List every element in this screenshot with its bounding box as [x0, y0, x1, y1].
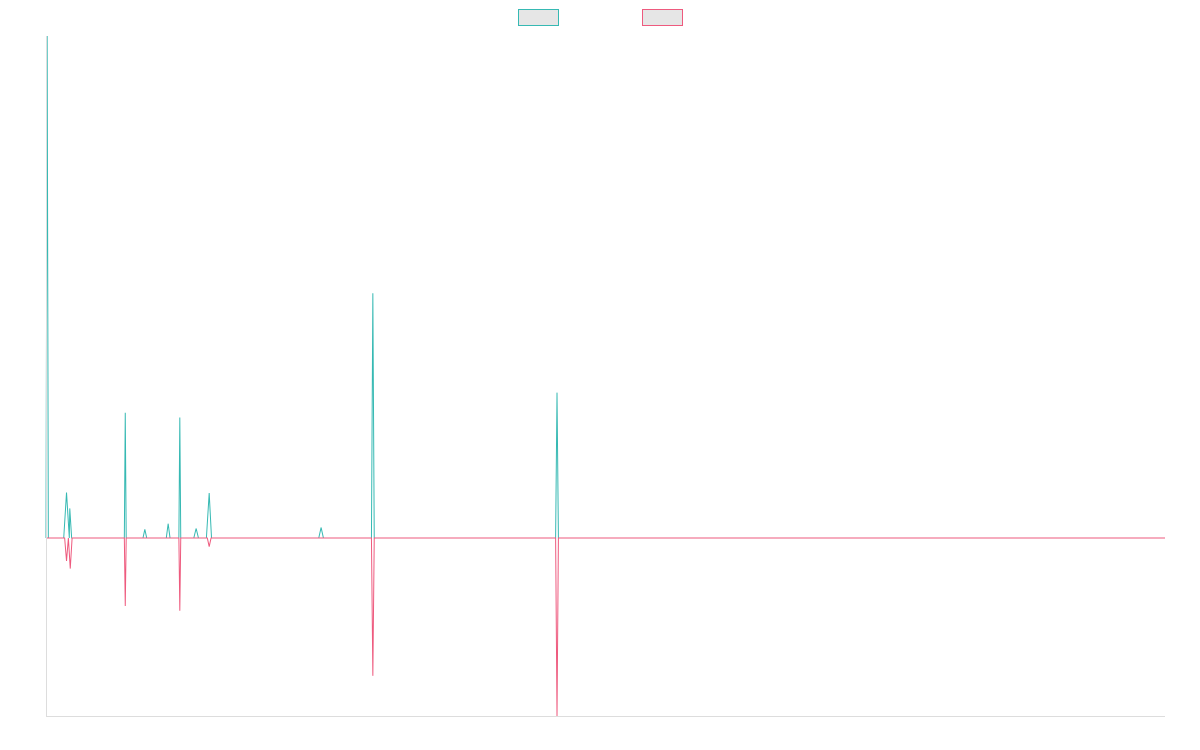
series-line-1	[45, 35, 1165, 539]
axes-layer	[46, 36, 1165, 717]
legend-swatch-1[interactable]	[518, 9, 559, 26]
series-line-2	[46, 537, 1165, 717]
legend-item-1[interactable]	[518, 9, 559, 26]
legend	[518, 9, 683, 26]
series-layer	[45, 35, 1165, 717]
legend-item-2[interactable]	[642, 9, 683, 26]
legend-swatch-2[interactable]	[642, 9, 683, 26]
